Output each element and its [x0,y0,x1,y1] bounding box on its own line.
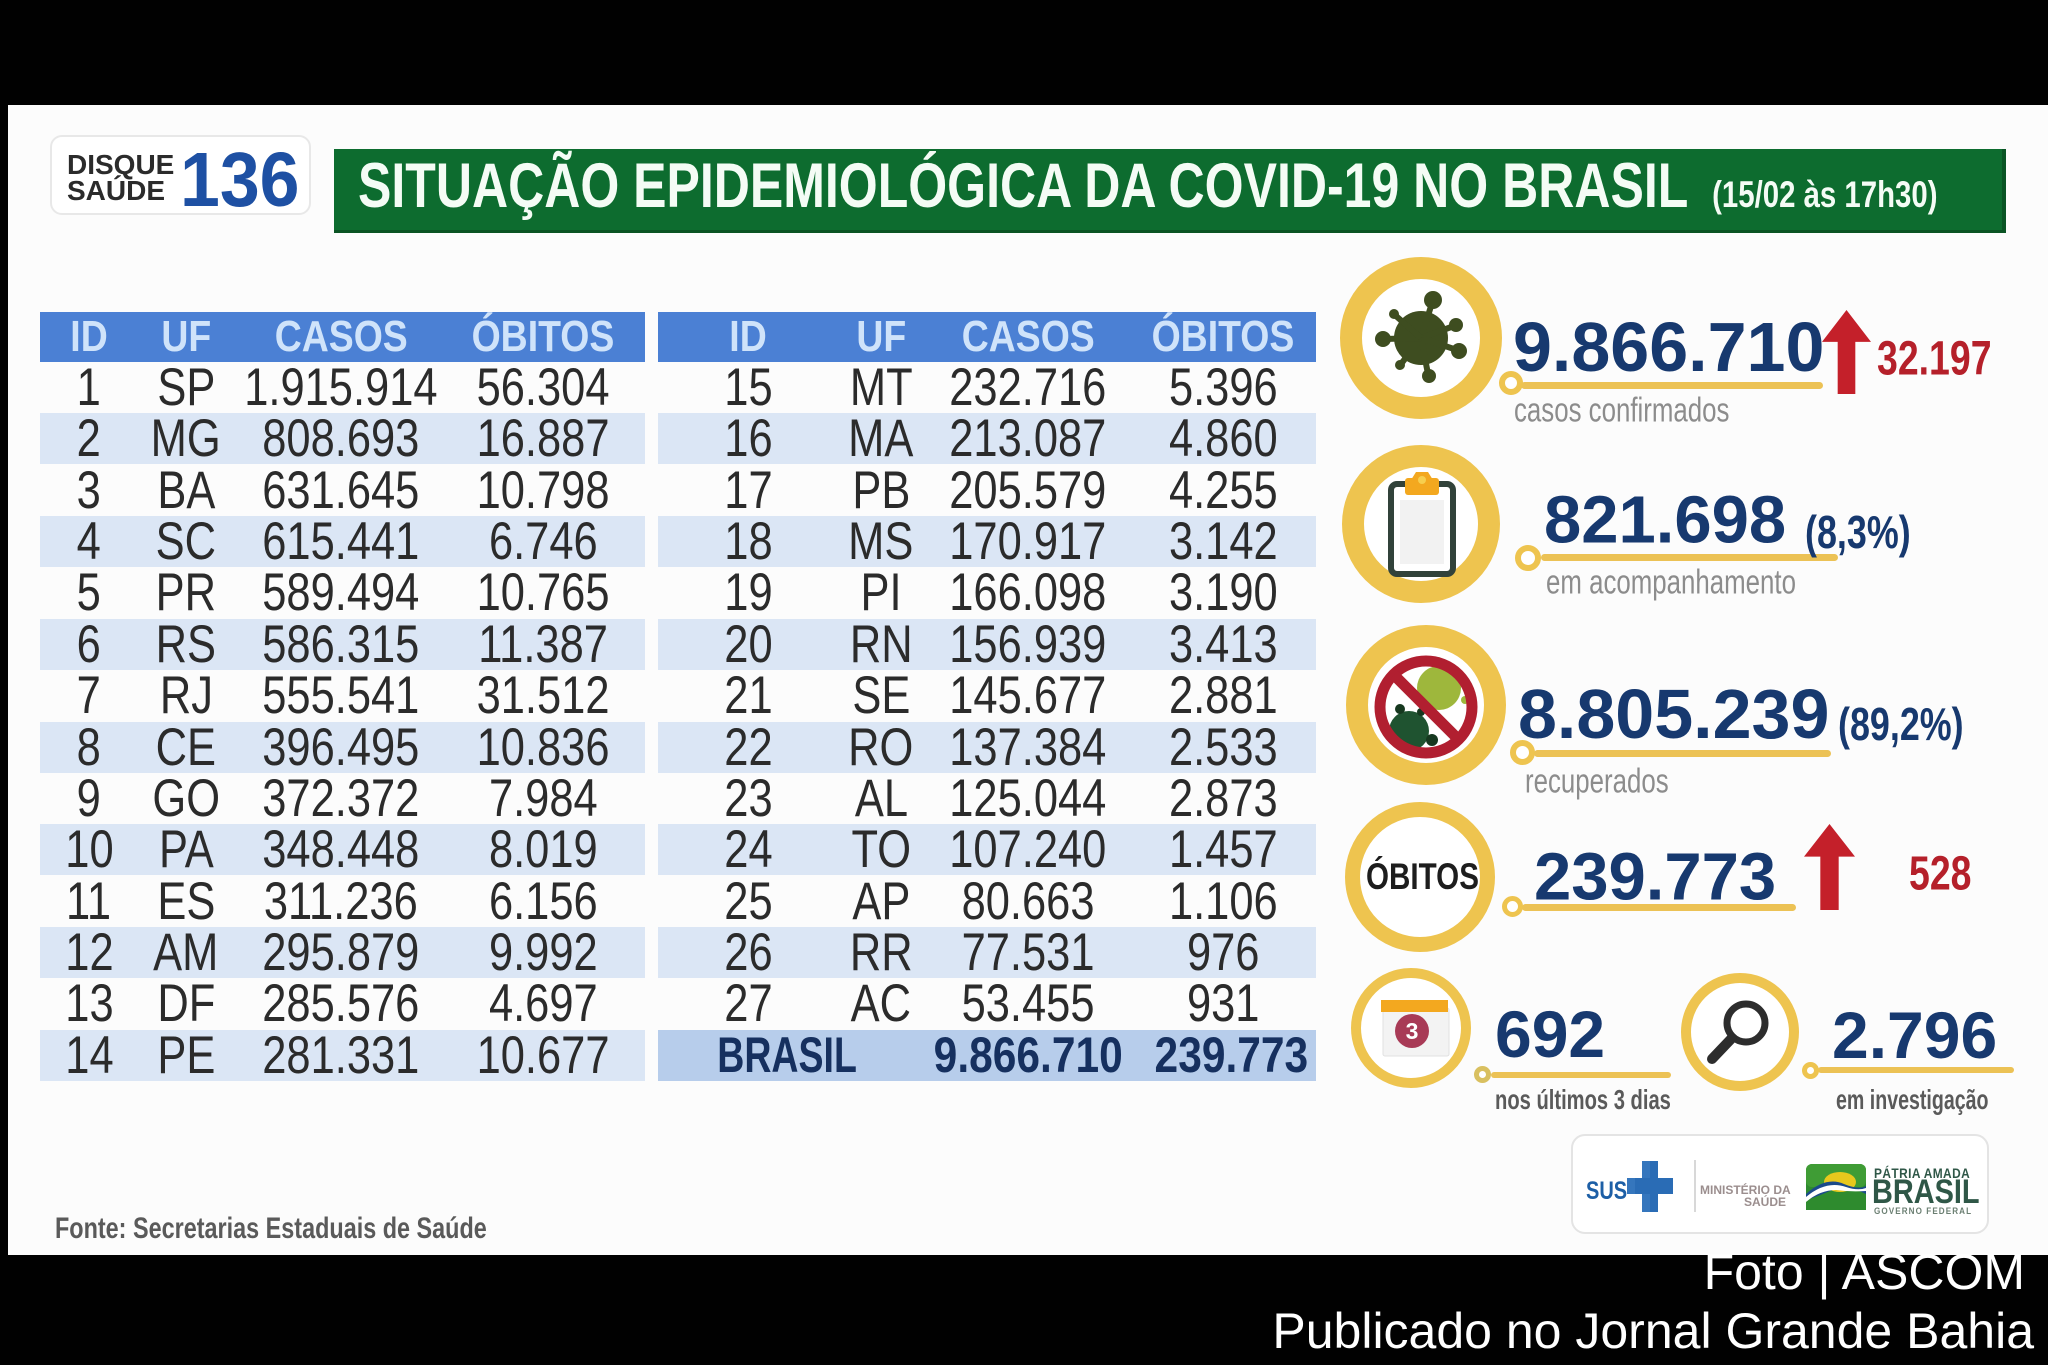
svg-text:3: 3 [1406,1018,1419,1044]
